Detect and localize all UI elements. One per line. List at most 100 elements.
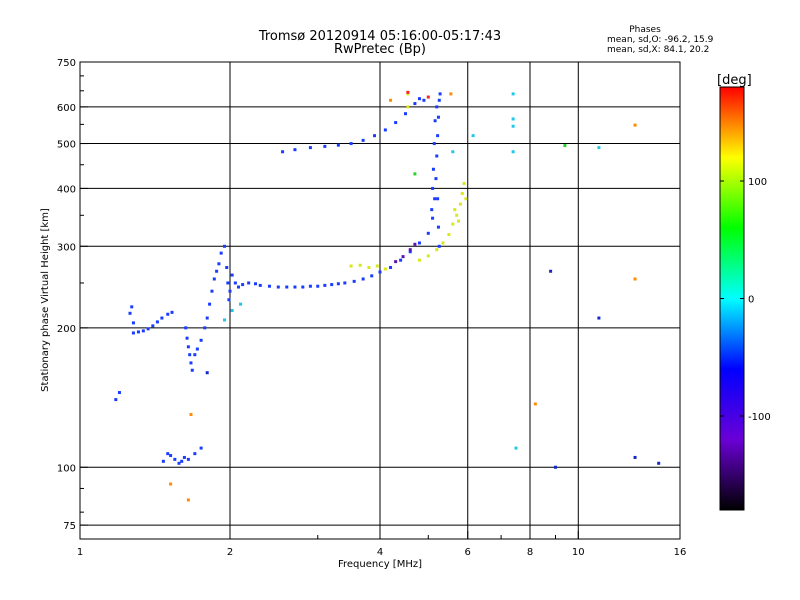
y-tick-label: 100 [57, 463, 76, 474]
data-point [208, 302, 212, 306]
y-tick-label: 75 [63, 521, 76, 532]
data-point [533, 402, 537, 406]
data-point [471, 134, 475, 138]
data-point [219, 251, 223, 255]
data-point [233, 281, 237, 285]
data-point [193, 353, 197, 357]
data-point [417, 97, 421, 101]
data-point [457, 219, 461, 223]
data-point [361, 277, 365, 281]
data-point [166, 452, 170, 456]
data-point [193, 452, 197, 456]
data-point [399, 258, 403, 262]
data-point [389, 98, 393, 102]
data-point [435, 105, 439, 109]
data-point [633, 277, 637, 281]
data-point [308, 146, 312, 150]
data-point [128, 311, 132, 315]
data-point [449, 92, 453, 96]
x-tick-label: 6 [465, 547, 471, 558]
data-point [253, 282, 257, 286]
data-point [169, 482, 173, 486]
chart-title: Tromsø 20120914 05:16:00-05:17:43 [258, 29, 501, 44]
y-tick-label: 400 [57, 184, 76, 195]
data-point [434, 177, 438, 181]
data-point [223, 244, 227, 248]
x-tick-label: 16 [674, 547, 687, 558]
data-point [361, 138, 365, 142]
x-tick-label: 2 [227, 547, 233, 558]
data-point [170, 310, 174, 314]
data-point [160, 316, 164, 320]
data-point [633, 123, 637, 127]
data-point [146, 327, 150, 331]
data-point [293, 148, 297, 152]
data-point [455, 213, 459, 217]
y-tick-label: 500 [57, 140, 76, 151]
y-axis-ticks: 75 100 200 300 400 500 600 750 [57, 58, 88, 532]
data-point [230, 273, 234, 277]
data-point [413, 242, 417, 246]
data-point [441, 241, 445, 245]
data-point [173, 457, 177, 461]
x-tick-label: 8 [527, 547, 533, 558]
data-point [549, 269, 553, 273]
data-point [189, 412, 193, 416]
data-point [462, 181, 466, 185]
data-point [437, 98, 441, 102]
data-point [217, 262, 221, 266]
data-point [199, 446, 203, 450]
data-point [394, 260, 398, 264]
data-point [258, 283, 262, 287]
data-point [225, 265, 229, 269]
data-point [226, 281, 230, 285]
data-point [186, 498, 190, 502]
data-point [511, 124, 515, 128]
data-point [436, 197, 440, 201]
data-point [511, 92, 515, 96]
data-point [155, 320, 159, 324]
data-point [389, 265, 393, 269]
data-point [406, 92, 410, 96]
data-point [352, 279, 356, 283]
data-point [267, 284, 271, 288]
data-point [563, 144, 567, 148]
data-point [323, 144, 327, 148]
data-point [417, 241, 421, 245]
data-point [435, 154, 439, 158]
data-point [241, 283, 245, 287]
data-point [413, 102, 417, 106]
y-tick-label: 200 [57, 324, 76, 335]
data-point [136, 330, 140, 334]
y-tick-label: 300 [57, 242, 76, 253]
data-point [422, 98, 426, 102]
data-point [426, 95, 430, 99]
data-point [293, 285, 297, 289]
data-point [394, 121, 398, 125]
data-point [437, 244, 441, 248]
data-point [406, 90, 410, 94]
data-point [336, 143, 340, 147]
data-point [597, 316, 601, 320]
data-point [230, 309, 234, 313]
data-point [433, 197, 437, 201]
data-point [117, 391, 121, 395]
data-point [597, 146, 601, 150]
data-point [413, 172, 417, 176]
data-point [349, 264, 353, 268]
data-point [458, 202, 462, 206]
data-point [511, 150, 515, 154]
x-tick-label: 10 [572, 547, 585, 558]
data-point [276, 285, 280, 289]
data-point [408, 248, 412, 252]
data-point [114, 398, 118, 402]
data-point [212, 277, 216, 281]
data-point [177, 461, 181, 465]
data-point [373, 134, 377, 138]
data-point [182, 455, 186, 459]
data-point [438, 92, 442, 96]
data-point [130, 305, 134, 309]
data-point [433, 119, 437, 123]
phase-box-title: Phases [629, 25, 661, 35]
x-tick-label: 4 [377, 547, 383, 558]
